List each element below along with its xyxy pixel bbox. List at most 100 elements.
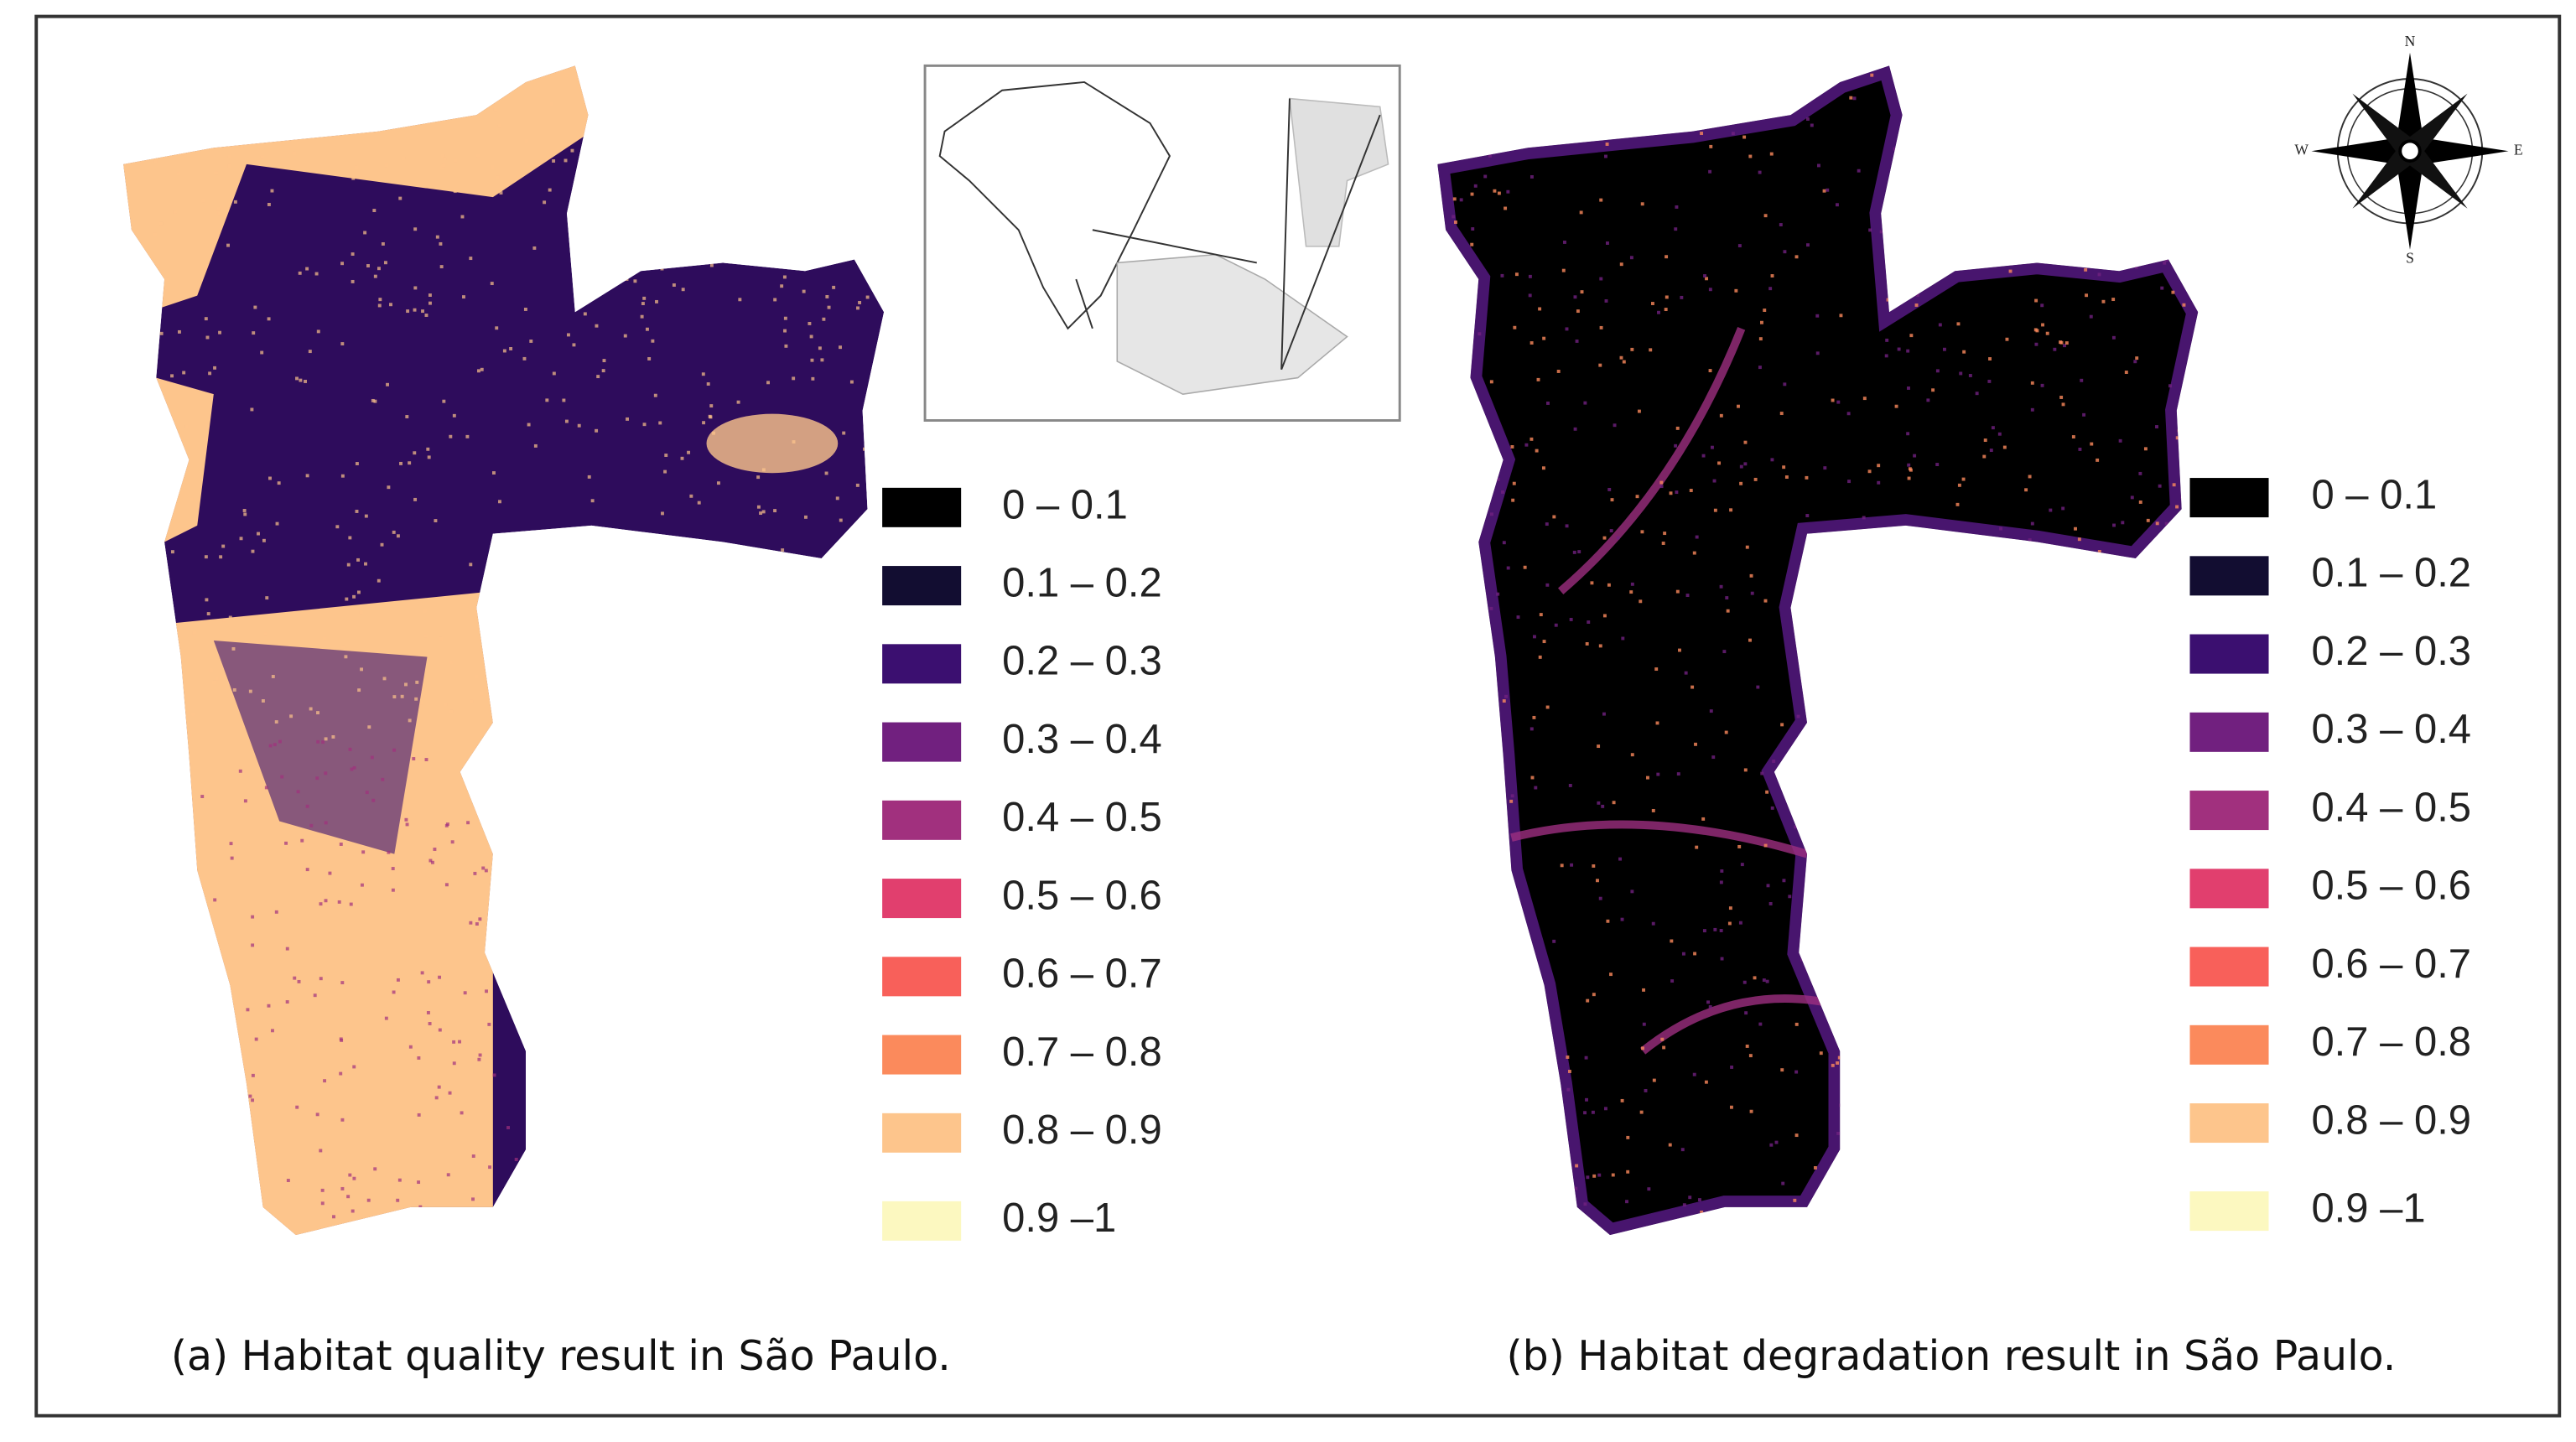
speckle xyxy=(2012,661,2017,665)
speckle xyxy=(166,1019,170,1023)
speckle xyxy=(1566,1056,1570,1059)
speckle xyxy=(807,201,811,205)
speckle xyxy=(2070,224,2075,228)
speckle xyxy=(1946,858,1950,862)
speckle xyxy=(417,1180,421,1185)
speckle xyxy=(597,544,601,548)
speckle xyxy=(1979,853,1983,857)
speckle xyxy=(177,329,181,334)
speckle xyxy=(738,298,742,302)
speckle xyxy=(458,1040,461,1044)
speckle xyxy=(677,962,681,967)
speckle xyxy=(2028,1121,2032,1125)
speckle xyxy=(745,745,749,750)
speckle xyxy=(1536,377,1540,381)
speckle xyxy=(2010,591,2014,595)
speckle xyxy=(1779,223,1783,226)
speckle xyxy=(1530,775,1535,780)
speckle xyxy=(651,339,655,343)
speckle xyxy=(1478,770,1482,775)
speckle xyxy=(1805,117,1810,121)
speckle xyxy=(315,776,319,781)
speckle xyxy=(508,708,512,713)
speckle xyxy=(849,380,854,384)
speckle xyxy=(340,474,345,478)
speckle xyxy=(1819,718,1823,722)
speckle xyxy=(1815,351,1820,355)
speckle xyxy=(1456,1014,1460,1018)
speckle xyxy=(2138,501,2142,504)
speckle xyxy=(543,200,547,205)
speckle xyxy=(150,1085,154,1089)
speckle xyxy=(1512,481,1516,485)
speckle xyxy=(402,156,406,160)
speckle xyxy=(1956,322,1961,326)
speckle xyxy=(640,314,644,319)
speckle xyxy=(212,680,216,684)
speckle xyxy=(1830,801,1834,806)
speckle xyxy=(215,1007,219,1011)
speckle xyxy=(1502,541,1506,545)
speckle xyxy=(1533,109,1537,113)
speckle xyxy=(2002,993,2007,998)
speckle xyxy=(1462,967,1467,972)
speckle xyxy=(1607,583,1611,587)
speckle xyxy=(610,762,615,766)
speckle xyxy=(156,264,160,268)
speckle xyxy=(2028,726,2033,730)
speckle xyxy=(783,316,787,320)
speckle xyxy=(1969,620,1973,624)
speckle xyxy=(593,897,597,901)
speckle xyxy=(1597,744,1601,749)
speckle xyxy=(1839,1103,1843,1107)
speckle xyxy=(204,555,208,559)
habitat-degradation-map xyxy=(1437,65,2199,1236)
speckle xyxy=(2162,184,2166,188)
speckle xyxy=(1689,489,1693,492)
speckle xyxy=(1794,1022,1799,1026)
speckle xyxy=(1975,392,1979,396)
speckle xyxy=(341,645,345,649)
speckle xyxy=(1731,132,1735,136)
speckle xyxy=(449,709,454,713)
legend-label: 0 – 0.1 xyxy=(2311,473,2437,518)
speckle xyxy=(2172,584,2175,588)
speckle xyxy=(248,689,252,693)
speckle xyxy=(426,447,430,451)
speckle xyxy=(1901,200,1905,205)
speckle xyxy=(697,501,701,505)
speckle xyxy=(1770,806,1774,810)
speckle xyxy=(1877,464,1881,468)
speckle xyxy=(1685,594,1690,598)
speckle xyxy=(1808,537,1811,542)
speckle xyxy=(2077,1065,2081,1069)
speckle xyxy=(1554,77,1558,80)
legend-label: 0.3 – 0.4 xyxy=(1002,717,1162,762)
speckle xyxy=(573,255,577,258)
legend-label: 0 – 0.1 xyxy=(1002,482,1128,527)
speckle xyxy=(2131,848,2135,852)
speckle xyxy=(1758,366,1762,370)
speckle xyxy=(1903,646,1907,651)
speckle xyxy=(1783,382,1787,386)
speckle xyxy=(641,240,645,244)
speckle xyxy=(1647,1187,1651,1191)
speckle xyxy=(1596,879,1599,883)
speckle xyxy=(589,171,593,175)
speckle xyxy=(408,1045,413,1049)
speckle xyxy=(870,874,875,878)
speckle xyxy=(494,1208,498,1212)
speckle xyxy=(484,869,488,873)
speckle xyxy=(842,1066,846,1069)
speckle xyxy=(1938,851,1942,855)
speckle xyxy=(1959,1206,1963,1210)
speckle xyxy=(666,974,670,978)
speckle xyxy=(2059,77,2063,81)
speckle xyxy=(848,1163,852,1167)
speckle xyxy=(335,113,340,117)
speckle xyxy=(2064,341,2069,345)
speckle xyxy=(1669,491,1673,495)
speckle xyxy=(2030,521,2034,526)
speckle xyxy=(354,165,358,169)
speckle xyxy=(817,790,821,793)
